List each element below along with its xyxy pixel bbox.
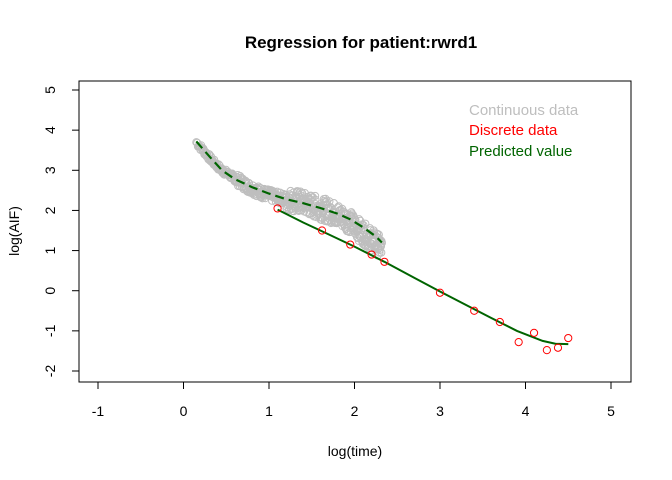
- continuous-data-point: [310, 191, 320, 201]
- x-tick-label: 4: [522, 403, 530, 419]
- continuous-data-point: [377, 248, 386, 257]
- discrete-data-point: [470, 306, 479, 315]
- y-tick-label: -1: [42, 324, 58, 337]
- discrete-data-point: [435, 288, 445, 297]
- y-tick-label: 0: [42, 287, 58, 295]
- discrete-data-points: [273, 204, 573, 355]
- x-tick-label: 5: [607, 403, 615, 419]
- continuous-data-point: [308, 193, 317, 202]
- continuous-data-point: [361, 219, 370, 228]
- discrete-data-point: [380, 257, 389, 266]
- discrete-data-point: [553, 343, 563, 352]
- legend: Continuous data Discrete data Predicted …: [469, 102, 579, 160]
- legend-entry-predicted: Predicted value: [469, 143, 572, 160]
- discrete-data-point: [564, 333, 573, 343]
- discrete-data-point: [514, 337, 523, 347]
- discrete-data-point: [273, 204, 282, 213]
- continuous-data-point: [311, 195, 320, 204]
- x-tick-label: 0: [180, 403, 188, 419]
- discrete-data-point: [495, 317, 504, 327]
- predicted-lines: [195, 140, 569, 346]
- y-tick-label: 3: [42, 166, 58, 174]
- continuous-data-point: [325, 197, 334, 206]
- y-tick-label: 4: [42, 126, 58, 134]
- continuous-data-point: [377, 238, 386, 248]
- x-tick-label: 1: [265, 403, 273, 419]
- discrete-data-point: [317, 226, 327, 235]
- y-tick-label: 1: [42, 246, 58, 254]
- y-tick-label: -2: [42, 365, 58, 378]
- legend-entry-discrete: Discrete data: [469, 122, 558, 139]
- y-tick-label: 2: [42, 206, 58, 214]
- discrete-data-point: [346, 240, 355, 249]
- predicted-line: [277, 208, 569, 346]
- discrete-data-point: [542, 346, 551, 355]
- discrete-data-point: [529, 328, 539, 337]
- chart-title: Regression for patient:rwrd1: [245, 33, 477, 52]
- x-axis: -1 0 1 2 3 4 5: [92, 381, 615, 419]
- x-tick-label: 2: [351, 403, 359, 419]
- x-tick-label: -1: [92, 403, 105, 419]
- y-axis: -2 -1 0 1 2 3 4 5: [42, 86, 80, 378]
- legend-entry-continuous: Continuous data: [469, 102, 579, 119]
- predicted-line-dashed: [195, 140, 383, 244]
- x-tick-label: 3: [436, 403, 444, 419]
- discrete-data-point: [367, 250, 376, 259]
- y-axis-label: log(AIF): [6, 206, 22, 256]
- x-axis-label: log(time): [328, 443, 382, 459]
- y-tick-label: 5: [42, 86, 58, 94]
